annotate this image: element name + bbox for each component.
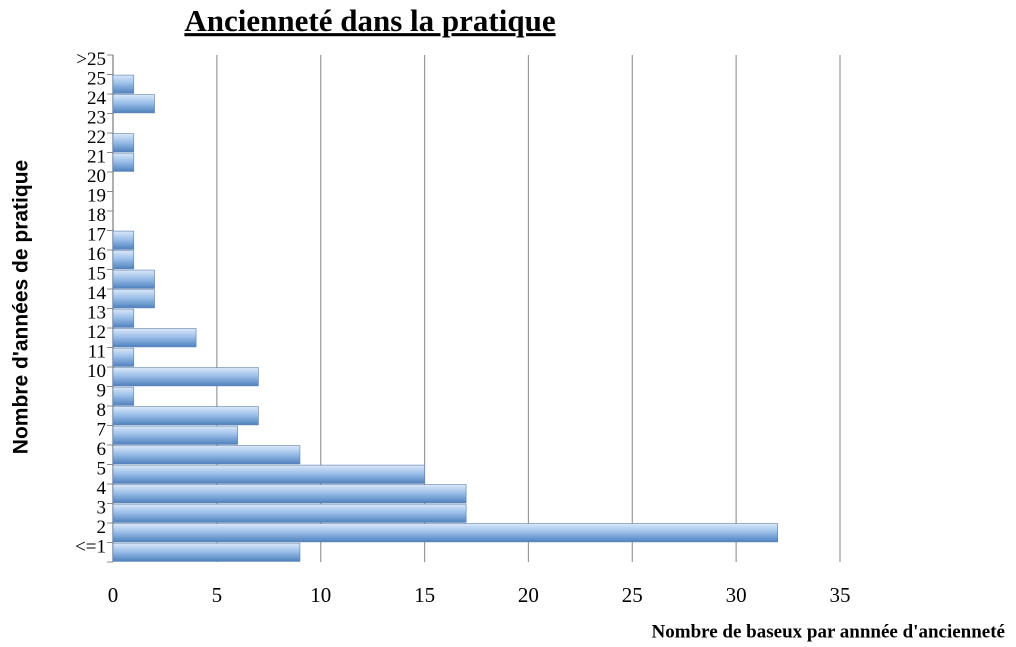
y-tick-label: 22 bbox=[87, 127, 106, 148]
bar bbox=[112, 289, 155, 309]
bar bbox=[112, 425, 238, 445]
x-tick-label: 35 bbox=[830, 583, 851, 607]
y-tick-label: 24 bbox=[87, 88, 107, 109]
x-tick-label: 0 bbox=[108, 583, 119, 607]
y-tick-label: 10 bbox=[87, 361, 106, 382]
bar bbox=[112, 406, 259, 426]
y-tick-label: 5 bbox=[97, 459, 107, 480]
y-tick-label: >25 bbox=[76, 49, 106, 70]
y-tick-label: <=1 bbox=[75, 537, 106, 558]
y-tick-label: 13 bbox=[87, 303, 106, 324]
x-tick-label: 15 bbox=[414, 583, 435, 607]
y-tick-label: 20 bbox=[87, 166, 106, 187]
y-axis-label: Nombre d'années de pratique bbox=[10, 160, 33, 454]
bar bbox=[112, 152, 135, 172]
y-tick-label: 17 bbox=[87, 225, 106, 246]
bar bbox=[112, 523, 778, 543]
chart-title: Ancienneté dans la pratique bbox=[184, 3, 555, 38]
bar bbox=[112, 503, 467, 523]
y-tick-label: 6 bbox=[97, 439, 107, 460]
bar bbox=[112, 367, 259, 387]
x-tick-label: 10 bbox=[310, 583, 331, 607]
y-tick-label: 16 bbox=[87, 244, 106, 265]
bar bbox=[112, 484, 467, 504]
bar bbox=[112, 308, 135, 328]
bar bbox=[112, 542, 301, 562]
bar bbox=[112, 133, 135, 153]
y-tick-label: 21 bbox=[87, 147, 106, 168]
x-tick-label: 30 bbox=[726, 583, 747, 607]
bar bbox=[112, 250, 135, 270]
bar bbox=[112, 445, 301, 465]
y-tick-label: 18 bbox=[87, 205, 106, 226]
x-tick-label: 20 bbox=[518, 583, 539, 607]
y-tick-label: 14 bbox=[87, 283, 107, 304]
y-tick-label: 11 bbox=[88, 342, 106, 363]
bar bbox=[112, 464, 425, 484]
x-tick-label: 5 bbox=[212, 583, 223, 607]
y-tick-label: 12 bbox=[87, 322, 106, 343]
x-axis-label: Nombre de baseux par annnée d'ancienneté bbox=[652, 621, 1005, 642]
x-tick-label: 25 bbox=[622, 583, 643, 607]
bar bbox=[112, 386, 135, 406]
y-tick-label: 19 bbox=[87, 186, 106, 207]
bar bbox=[112, 269, 155, 289]
y-tick-label: 25 bbox=[87, 69, 106, 90]
y-tick-label: 3 bbox=[97, 498, 107, 519]
y-tick-label: 4 bbox=[97, 478, 107, 499]
bar bbox=[112, 328, 197, 348]
bar bbox=[112, 94, 155, 114]
bar bbox=[112, 347, 135, 367]
bar bbox=[112, 230, 135, 250]
y-tick-label: 8 bbox=[97, 400, 107, 421]
y-tick-label: 2 bbox=[97, 517, 107, 538]
y-tick-label: 15 bbox=[87, 264, 106, 285]
bar bbox=[112, 74, 135, 94]
y-tick-label: 9 bbox=[97, 381, 107, 402]
y-tick-label: 23 bbox=[87, 108, 106, 129]
y-tick-label: 7 bbox=[97, 420, 107, 441]
